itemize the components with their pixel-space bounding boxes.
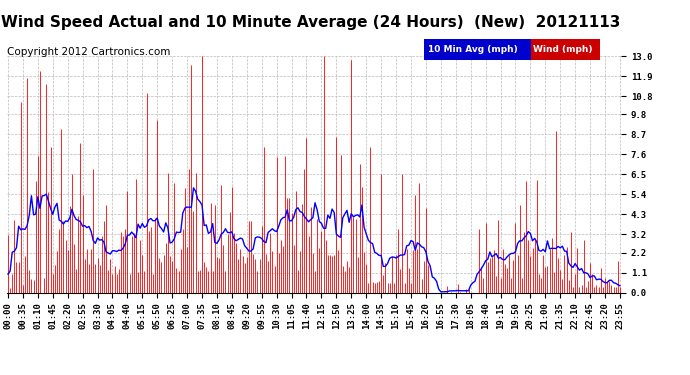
Text: Copyright 2012 Cartronics.com: Copyright 2012 Cartronics.com	[7, 47, 170, 57]
Text: 10 Min Avg (mph): 10 Min Avg (mph)	[428, 45, 518, 54]
Text: Wind (mph): Wind (mph)	[533, 45, 593, 54]
Text: Wind Speed Actual and 10 Minute Average (24 Hours)  (New)  20121113: Wind Speed Actual and 10 Minute Average …	[1, 15, 620, 30]
